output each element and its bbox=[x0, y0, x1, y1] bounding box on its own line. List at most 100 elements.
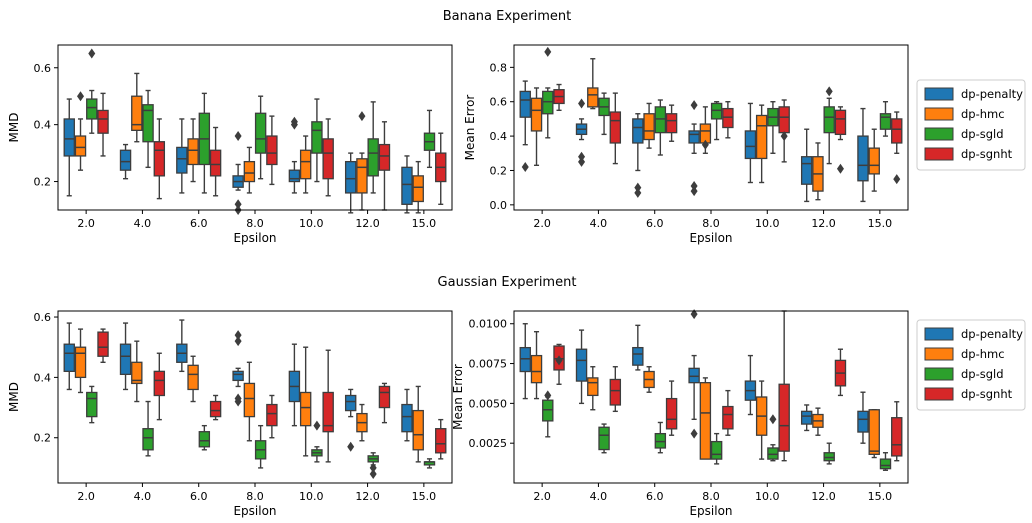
x-tick-label: 4.0 bbox=[134, 217, 152, 230]
y-tick-label: 0.8 bbox=[490, 61, 508, 74]
y-tick-label: 0.0 bbox=[490, 199, 508, 212]
box-dp-sgld-10.0 bbox=[311, 420, 323, 463]
box-dp-sgnht-12.0 bbox=[378, 121, 391, 211]
box-dp-penalty-8.0 bbox=[232, 131, 244, 215]
box-body bbox=[153, 370, 166, 397]
outlier-marker bbox=[825, 86, 833, 97]
box-body bbox=[63, 118, 75, 157]
box-dp-penalty-10.0 bbox=[744, 102, 757, 184]
box-dp-hmc-6.0 bbox=[643, 102, 655, 149]
outlier-marker bbox=[369, 468, 377, 479]
box-body bbox=[891, 417, 903, 457]
box-dp-penalty-6.0 bbox=[632, 113, 644, 198]
box-dp-sgld-2.0 bbox=[542, 46, 554, 139]
box-body bbox=[74, 346, 87, 379]
box-dp-sgnht-12.0 bbox=[834, 348, 847, 397]
outlier-marker bbox=[634, 187, 642, 198]
y-tick-label: 0.4 bbox=[490, 130, 508, 143]
x-tick-label: 8.0 bbox=[702, 490, 720, 503]
box-dp-hmc-10.0 bbox=[299, 346, 312, 457]
box-body bbox=[800, 410, 813, 425]
box-dp-penalty-4.0 bbox=[575, 98, 588, 167]
box-body bbox=[632, 118, 644, 144]
box-body bbox=[412, 175, 424, 203]
box-body bbox=[401, 403, 413, 433]
outlier-marker bbox=[769, 414, 777, 425]
box-body bbox=[767, 447, 779, 460]
box-body bbox=[378, 143, 391, 171]
box-body bbox=[142, 428, 154, 451]
x-tick-label: 6.0 bbox=[646, 217, 664, 230]
box-body bbox=[710, 440, 723, 460]
box-body bbox=[699, 382, 712, 460]
box-body bbox=[86, 98, 98, 120]
box-dp-penalty-15.0 bbox=[857, 391, 869, 444]
outlier-marker bbox=[234, 330, 242, 341]
x-tick-label: 2.0 bbox=[533, 217, 551, 230]
box-dp-sgld-15.0 bbox=[423, 458, 436, 469]
box-body bbox=[97, 109, 109, 134]
x-tick-label: 10.0 bbox=[299, 490, 324, 503]
outlier-marker bbox=[836, 163, 844, 174]
box-dp-sgnht-12.0 bbox=[378, 382, 391, 424]
box-dp-penalty-4.0 bbox=[119, 143, 132, 180]
box-body bbox=[367, 138, 379, 177]
outlier-marker bbox=[234, 336, 242, 347]
x-tick-label: 6.0 bbox=[190, 217, 208, 230]
row-title-banana: Banana Experiment bbox=[443, 9, 572, 24]
x-tick-label: 10.0 bbox=[755, 490, 780, 503]
x-axis-label: Epsilon bbox=[689, 231, 732, 245]
box-body bbox=[891, 118, 903, 144]
box-body bbox=[778, 106, 790, 134]
box-body bbox=[778, 383, 790, 452]
box-dp-penalty-12.0 bbox=[344, 388, 357, 452]
box-dp-sgld-8.0 bbox=[710, 101, 723, 141]
box-dp-sgld-4.0 bbox=[142, 89, 154, 169]
box-dp-hmc-15.0 bbox=[868, 128, 880, 192]
box-body bbox=[868, 147, 880, 175]
box-body bbox=[266, 403, 278, 427]
x-tick-label: 12.0 bbox=[811, 490, 836, 503]
legend-label-dp-penalty: dp-penalty bbox=[961, 87, 1023, 101]
y-tick-label: 0.6 bbox=[34, 62, 52, 75]
y-axis-label: MMD bbox=[7, 382, 21, 412]
outlier-marker bbox=[88, 48, 96, 59]
box-body bbox=[609, 111, 622, 144]
box-body bbox=[198, 431, 211, 448]
box-body bbox=[688, 130, 700, 144]
box-dp-sgnht-10.0 bbox=[322, 118, 334, 197]
box-body bbox=[412, 409, 424, 451]
outlier-marker bbox=[544, 390, 552, 401]
outlier-marker bbox=[555, 355, 563, 366]
box-body bbox=[879, 113, 892, 130]
box-body bbox=[131, 361, 143, 385]
x-tick-label: 15.0 bbox=[868, 217, 893, 230]
x-tick-label: 6.0 bbox=[646, 490, 664, 503]
legend-label-dp-sgld: dp-sgld bbox=[961, 127, 1004, 141]
box-body bbox=[322, 138, 334, 180]
box-dp-hmc-12.0 bbox=[812, 142, 824, 201]
box-dp-sgld-4.0 bbox=[598, 92, 610, 136]
box-dp-sgnht-12.0 bbox=[834, 106, 847, 174]
box-body bbox=[587, 377, 599, 397]
box-dp-sgnht-15.0 bbox=[891, 111, 903, 185]
box-dp-penalty-6.0 bbox=[176, 319, 188, 373]
box-dp-hmc-2.0 bbox=[530, 331, 543, 400]
y-axis-label: MMD bbox=[7, 113, 21, 143]
x-tick-label: 15.0 bbox=[412, 490, 437, 503]
y-axis-label: Mean Error bbox=[451, 364, 465, 430]
outlier-marker bbox=[578, 98, 586, 109]
x-tick-label: 2.0 bbox=[77, 490, 95, 503]
box-body bbox=[187, 364, 199, 391]
box-dp-sgnht-2.0 bbox=[553, 343, 565, 385]
outlier-marker bbox=[77, 91, 85, 102]
box-dp-sgnht-4.0 bbox=[153, 352, 166, 421]
box-body bbox=[665, 113, 678, 134]
box-body bbox=[632, 346, 644, 366]
box-dp-penalty-15.0 bbox=[401, 155, 413, 214]
box-body bbox=[857, 410, 869, 433]
legend-swatch-dp-hmc bbox=[924, 347, 954, 361]
box-dp-hmc-15.0 bbox=[868, 409, 880, 459]
box-dp-hmc-2.0 bbox=[530, 87, 543, 167]
box-body bbox=[665, 397, 678, 430]
